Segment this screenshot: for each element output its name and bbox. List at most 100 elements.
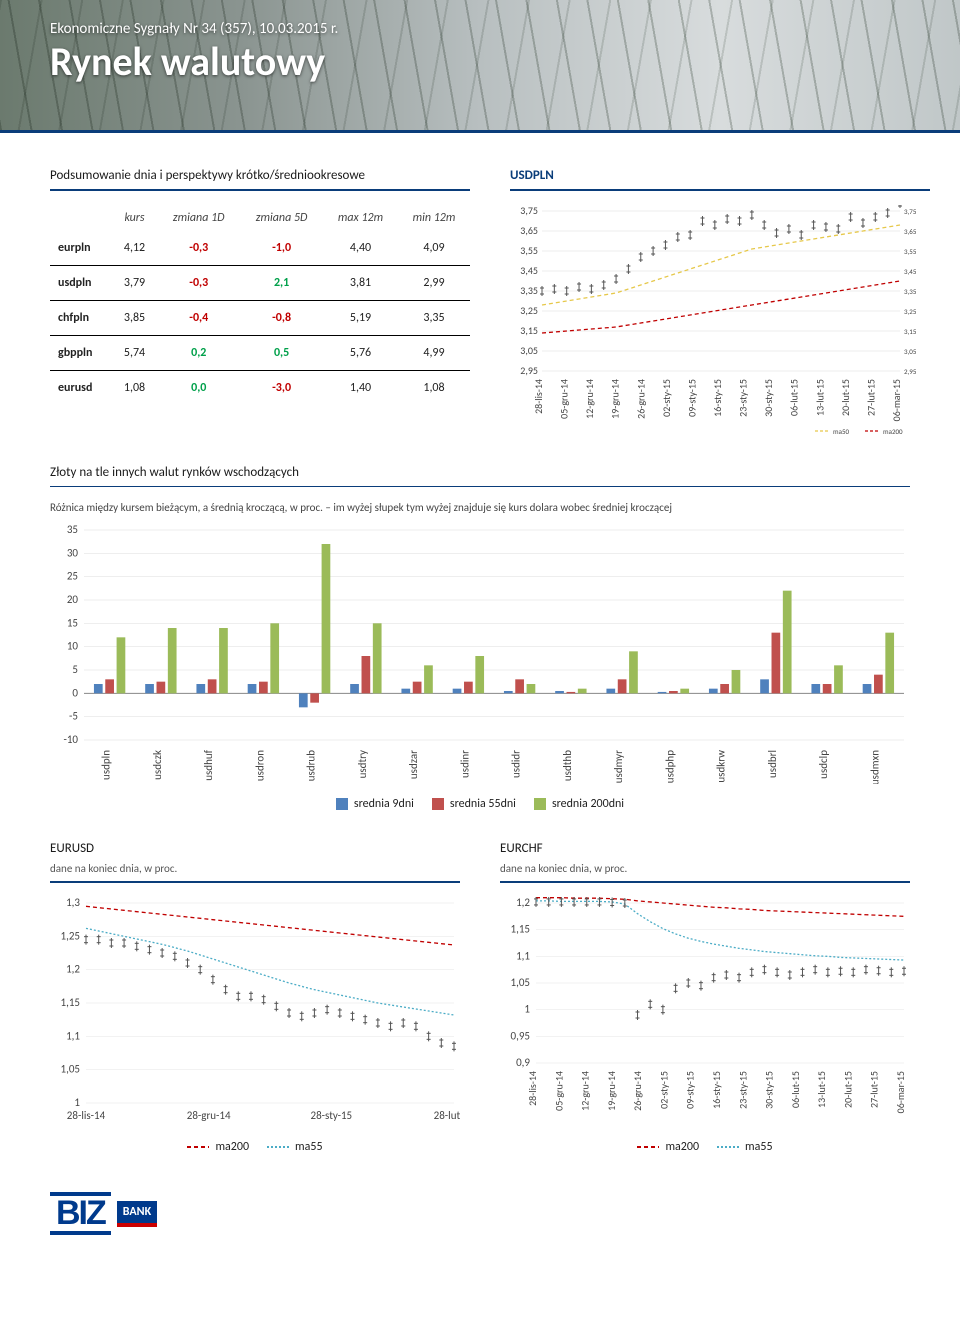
svg-text:3,55: 3,55: [904, 247, 917, 256]
svg-text:30-sty-15: 30-sty-15: [763, 1071, 776, 1109]
emfx-heading: Złoty na tle innych walut rynków wschodz…: [50, 465, 910, 480]
svg-text:1,2: 1,2: [516, 897, 530, 909]
svg-text:2,95: 2,95: [520, 364, 538, 377]
svg-text:3,75: 3,75: [904, 207, 917, 216]
legend-ma200: ma200: [665, 1140, 699, 1154]
svg-text:3,35: 3,35: [520, 284, 538, 297]
logo-bank: BANK: [117, 1201, 157, 1227]
svg-text:usdtry: usdtry: [356, 750, 369, 778]
svg-text:3,65: 3,65: [520, 224, 538, 237]
page: Ekonomiczne Sygnały Nr 34 (357), 10.03.2…: [0, 0, 960, 1233]
svg-text:-10: -10: [63, 733, 78, 746]
svg-text:20-lut-15: 20-lut-15: [841, 1071, 854, 1108]
legend-ma200: ma200: [215, 1140, 249, 1154]
eurchf-sub: dane na koniec dnia, w proc.: [500, 862, 910, 875]
svg-text:0,95: 0,95: [511, 1029, 530, 1042]
svg-text:usdmxn: usdmxn: [868, 750, 881, 784]
svg-text:1,15: 1,15: [511, 923, 530, 936]
usdpln-heading: USDPLN: [510, 168, 930, 183]
svg-text:19-gru-14: 19-gru-14: [609, 379, 622, 419]
svg-text:27-lut-15: 27-lut-15: [864, 379, 877, 416]
eurchf-panel: EURCHF dane na koniec dnia, w proc. 1,21…: [500, 841, 910, 1154]
svg-text:02-sty-15: 02-sty-15: [660, 379, 673, 417]
logo: BIZ BANK: [50, 1194, 960, 1233]
svg-text:usdidr: usdidr: [510, 750, 523, 778]
emfx-legend: srednia 9dni srednia 55dni srednia 200dn…: [50, 797, 910, 811]
svg-text:02-sty-15: 02-sty-15: [657, 1071, 670, 1109]
svg-text:1,25: 1,25: [61, 929, 80, 942]
legend-200d: srednia 200dni: [552, 797, 624, 811]
svg-text:1: 1: [524, 1003, 530, 1016]
svg-text:3,25: 3,25: [904, 307, 917, 316]
svg-text:16-sty-15: 16-sty-15: [711, 379, 724, 417]
legend-9d: srednia 9dni: [354, 797, 414, 811]
svg-text:28-sty-15: 28-sty-15: [311, 1109, 353, 1122]
svg-text:09-sty-15: 09-sty-15: [685, 379, 698, 417]
emfx-chart: -10-505101520253035usdplnusdczkusdhufusd…: [50, 524, 910, 784]
svg-text:3,15: 3,15: [520, 324, 538, 337]
usdpln-chart: 3,753,753,653,653,553,553,453,453,353,35…: [510, 205, 930, 435]
table-row: usdpln3,79-0,32,13,812,99: [50, 266, 470, 301]
page-banner: Ekonomiczne Sygnały Nr 34 (357), 10.03.2…: [0, 0, 960, 133]
svg-text:28-lis-14: 28-lis-14: [526, 1071, 539, 1106]
svg-text:usdinr: usdinr: [458, 750, 471, 778]
svg-text:1,1: 1,1: [66, 1029, 80, 1042]
svg-text:19-gru-14: 19-gru-14: [605, 1071, 618, 1111]
summary-panel: Podsumowanie dnia i perspektywy krótko/ś…: [50, 168, 470, 435]
svg-text:35: 35: [67, 524, 78, 536]
svg-text:26-gru-14: 26-gru-14: [631, 1071, 644, 1111]
table-row: eurusd1,080,0-3,01,401,08: [50, 371, 470, 406]
legend-55d: srednia 55dni: [450, 797, 516, 811]
svg-text:3,25: 3,25: [520, 304, 538, 317]
svg-text:28-gru-14: 28-gru-14: [187, 1109, 231, 1122]
svg-text:1,2: 1,2: [66, 963, 80, 976]
svg-text:1,1: 1,1: [516, 949, 530, 962]
svg-text:1: 1: [74, 1096, 80, 1109]
eurusd-sub: dane na koniec dnia, w proc.: [50, 862, 460, 875]
eurusd-legend: ma200 ma55: [50, 1140, 460, 1154]
table-row: gbppln5,740,20,55,764,99: [50, 336, 470, 371]
svg-text:3,45: 3,45: [520, 264, 538, 277]
eurusd-heading: EURUSD: [50, 841, 460, 856]
svg-text:usdzar: usdzar: [407, 750, 420, 779]
svg-text:20-lut-15: 20-lut-15: [839, 379, 852, 416]
svg-text:usdbrl: usdbrl: [766, 750, 779, 778]
svg-text:05-gru-14: 05-gru-14: [552, 1071, 565, 1111]
svg-text:09-sty-15: 09-sty-15: [684, 1071, 697, 1109]
svg-text:usdczk: usdczk: [151, 750, 164, 780]
legend-ma55: ma55: [745, 1140, 773, 1154]
usdpln-panel: USDPLN 3,753,753,653,653,553,553,453,453…: [510, 168, 930, 435]
svg-text:usdmyr: usdmyr: [612, 750, 625, 783]
emfx-panel: Złoty na tle innych walut rynków wschodz…: [50, 465, 910, 811]
svg-text:28-lut-15: 28-lut-15: [434, 1109, 460, 1122]
svg-text:10: 10: [67, 640, 79, 653]
svg-text:1,05: 1,05: [511, 976, 530, 989]
svg-text:3,05: 3,05: [520, 344, 538, 357]
svg-text:30: 30: [67, 546, 79, 559]
svg-text:usdron: usdron: [253, 750, 266, 781]
svg-text:3,75: 3,75: [520, 205, 538, 217]
svg-text:3,65: 3,65: [904, 227, 917, 236]
svg-text:15: 15: [67, 616, 78, 629]
svg-text:06-mar-15: 06-mar-15: [894, 1071, 907, 1113]
svg-text:05-gru-14: 05-gru-14: [558, 379, 571, 419]
svg-text:3,05: 3,05: [904, 347, 917, 356]
svg-text:30-sty-15: 30-sty-15: [762, 379, 775, 417]
svg-text:ma50: ma50: [833, 427, 849, 435]
table-row: chfpln3,85-0,4-0,85,193,35: [50, 301, 470, 336]
svg-text:0,9: 0,9: [516, 1056, 530, 1069]
legend-ma55: ma55: [295, 1140, 323, 1154]
eurusd-panel: EURUSD dane na koniec dnia, w proc. 1,3 1…: [50, 841, 460, 1154]
svg-text:usdrub: usdrub: [305, 750, 318, 781]
svg-text:1,3: 1,3: [66, 897, 80, 909]
svg-text:20: 20: [67, 593, 79, 606]
svg-text:06-mar-15: 06-mar-15: [890, 379, 903, 421]
svg-text:0: 0: [72, 686, 78, 699]
svg-text:5: 5: [72, 663, 78, 676]
logo-biz: BIZ: [50, 1194, 111, 1233]
svg-text:-5: -5: [69, 710, 78, 723]
svg-text:1,15: 1,15: [61, 996, 80, 1009]
svg-text:usdpln: usdpln: [100, 750, 113, 780]
svg-text:06-lut-15: 06-lut-15: [788, 379, 801, 416]
svg-text:27-lut-15: 27-lut-15: [868, 1071, 881, 1108]
